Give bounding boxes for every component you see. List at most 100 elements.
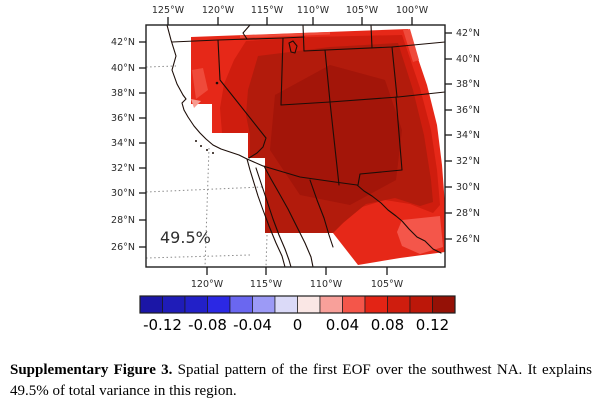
right-axis-tick-label: 32°N [456, 156, 480, 167]
colorbar-tick-label: -0.08 [188, 316, 227, 334]
right-axis-tick-label: 42°N [456, 28, 480, 39]
channel-island [195, 140, 197, 142]
figure-caption: Supplementary Figure 3. Spatial pattern … [10, 360, 592, 402]
top-axis-tick-label: 100°W [396, 5, 429, 16]
eof-sliver-top [240, 32, 330, 38]
top-axis-tick-label: 115°W [251, 5, 284, 16]
caption-text: Spatial pattern of the first EOF over th… [10, 362, 593, 399]
colorbar-cell [274, 295, 298, 314]
colorbar-cell [252, 295, 276, 314]
colorbar-tick-label: 0.04 [326, 316, 359, 334]
california-nevada-border [217, 39, 267, 159]
map-fill-layers [191, 29, 445, 265]
left-axis-tick-label: 30°N [111, 188, 135, 199]
nevada-utah-border [280, 37, 284, 106]
bottom-axis-tick-label: 110°W [310, 279, 343, 290]
colorbar-tick-label: -0.04 [233, 316, 272, 334]
right-axis-tick-label: 40°N [456, 54, 480, 65]
left-axis-tick-label: 28°N [111, 215, 135, 226]
us-mexico-border-rio-grande [246, 158, 442, 254]
left-axis: 42°N 40°N 38°N 36°N 34°N 32°N 30°N 28°N 26°N [111, 37, 146, 253]
colorbar-cell [297, 295, 321, 314]
graticule-30n [145, 186, 263, 193]
colorbar-labels: -0.12 -0.08 -0.04 0 0.04 0.08 0.12 [143, 316, 449, 334]
right-axis-tick-label: 30°N [456, 182, 480, 193]
baja-east-coastline [255, 167, 292, 268]
oregon-idaho-border [242, 24, 251, 40]
colorbar-cell [364, 295, 388, 314]
bottom-axis-tick-label: 105°W [371, 279, 404, 290]
colorbar-tick-label: 0.08 [371, 316, 404, 334]
left-axis-tick-label: 36°N [111, 113, 135, 124]
graticule-115w [265, 234, 268, 268]
eof-sliver-pale-coast [191, 99, 201, 108]
right-axis-tick-label: 34°N [456, 130, 480, 141]
right-axis-tick-label: 36°N [456, 105, 480, 116]
right-axis-tick-label: 28°N [456, 208, 480, 219]
colorbar-cell [319, 295, 343, 314]
wyoming-west-border [302, 24, 305, 52]
right-axis: 42°N 40°N 38°N 36°N 34°N 32°N 30°N 28°N 26°N [445, 28, 480, 245]
eof-patch-bottom-right [397, 216, 443, 254]
left-axis-tick-label: 34°N [111, 138, 135, 149]
graticule [145, 65, 268, 268]
graticule-40n [145, 65, 177, 68]
colorado-kansas-border [391, 46, 398, 98]
colorbar-cell [387, 295, 411, 314]
left-axis-tick-label: 40°N [111, 63, 135, 74]
colorbar-cell [229, 295, 253, 314]
bottom-axis-tick-label: 115°W [250, 279, 283, 290]
left-axis-tick-label: 32°N [111, 163, 135, 174]
left-axis-tick-label: 26°N [111, 242, 135, 253]
baja-west-coastline [246, 158, 286, 268]
channel-island [200, 145, 202, 147]
colorbar-tick-label: -0.12 [143, 316, 182, 334]
colorbar-cell [207, 295, 231, 314]
utah-colorado-border [324, 49, 331, 103]
eof-sliver-northwest [192, 68, 208, 99]
colorbar-cell [184, 295, 208, 314]
channel-island [206, 149, 208, 151]
kansas-oklahoma-border [397, 91, 446, 98]
border-42n [171, 36, 305, 43]
newmexico-texas-border [395, 96, 403, 171]
colorbar-cell [342, 295, 366, 314]
texas-32n-border [357, 169, 403, 186]
colorbar-cell [432, 295, 456, 314]
top-axis-tick-label: 110°W [297, 5, 330, 16]
right-axis-tick-label: 26°N [456, 234, 480, 245]
top-axis: 125°W 120°W 115°W 110°W 105°W 100°W [152, 5, 429, 25]
eof-map-figure: 125°W 120°W 115°W 110°W 105°W 100°W 120°W 115°… [111, 5, 480, 334]
map-borders [166, 24, 446, 268]
colorbar [139, 295, 456, 314]
arizona-newmexico-border [329, 101, 340, 186]
caption-figure-number: Supplementary Figure 3. [10, 362, 173, 378]
colorbar-tick-label: 0 [293, 316, 303, 334]
colorbar-cell [139, 295, 163, 314]
channel-island [212, 152, 214, 154]
top-axis-tick-label: 105°W [346, 5, 379, 16]
bottom-axis: 120°W 115°W 110°W 105°W [191, 267, 404, 290]
wyoming-east-border [370, 24, 373, 49]
colorbar-cell [162, 295, 186, 314]
variance-label: 49.5% [160, 228, 211, 247]
colorbar-cell [409, 295, 433, 314]
right-axis-tick-label: 38°N [456, 79, 480, 90]
colorbar-tick-label: 0.12 [416, 316, 449, 334]
top-axis-tick-label: 120°W [202, 5, 235, 16]
left-axis-tick-label: 42°N [111, 37, 135, 48]
left-axis-tick-label: 38°N [111, 88, 135, 99]
great-salt-lake [288, 40, 298, 54]
sonora-chihuahua-border [309, 179, 334, 248]
top-axis-tick-label: 125°W [152, 5, 185, 16]
graticule-25n [145, 254, 251, 259]
bottom-axis-tick-label: 120°W [191, 279, 224, 290]
eof-band-core [270, 65, 402, 205]
plot-frame [145, 24, 446, 268]
california-coastline [166, 24, 248, 160]
graticule-120w [204, 147, 210, 268]
colorbar-frame [139, 295, 456, 314]
lake-tahoe [215, 81, 219, 85]
sonora-coastline [263, 165, 314, 268]
